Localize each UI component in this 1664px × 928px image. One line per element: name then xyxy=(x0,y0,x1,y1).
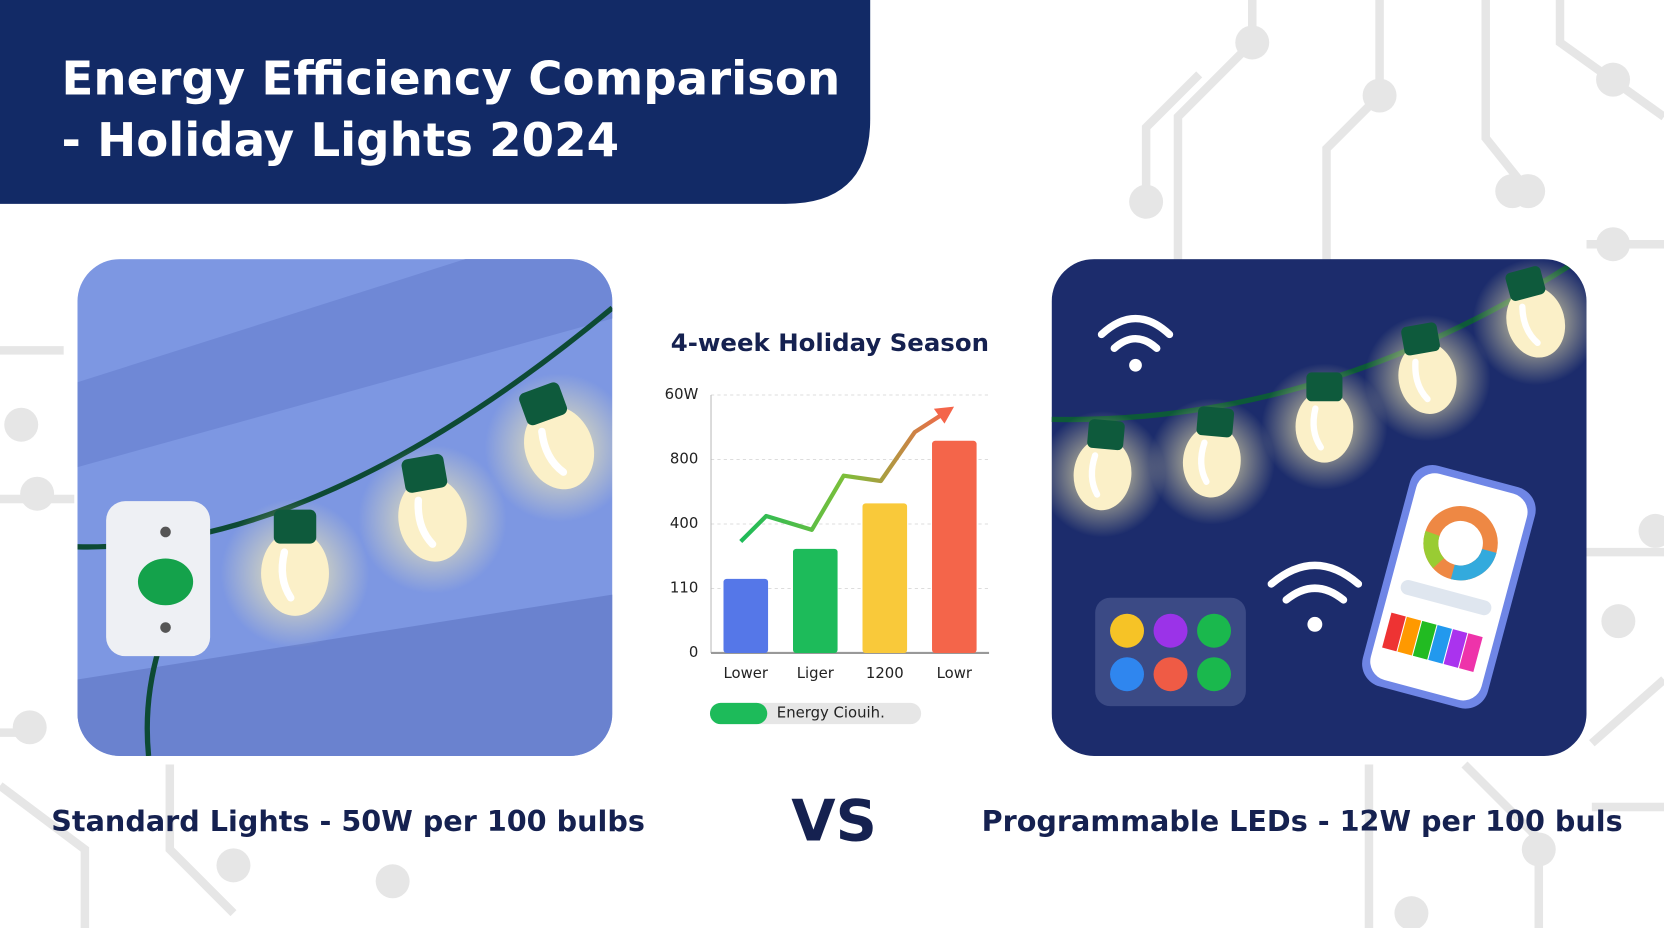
y-tick-label: 110 xyxy=(670,578,698,596)
bulb-shine xyxy=(538,427,568,476)
chart: 4-week Holiday Season 0 110 400 800 60W Lower… xyxy=(665,328,990,725)
circuit-trace xyxy=(0,782,90,928)
trend-arrowhead xyxy=(933,406,955,424)
x-tick-label: 1200 xyxy=(866,664,904,682)
left-panel xyxy=(77,259,613,756)
legend-swatch xyxy=(709,702,768,725)
header-band xyxy=(0,0,871,204)
circuit-node xyxy=(1596,227,1631,262)
trend-arrow xyxy=(739,409,949,544)
circuit-node xyxy=(4,407,39,442)
circuit-node xyxy=(375,864,410,899)
circuit-node xyxy=(1638,513,1664,548)
circuit-trace xyxy=(1589,676,1664,747)
bulb-socket xyxy=(1196,406,1235,438)
bulb-socket xyxy=(519,382,568,426)
bar xyxy=(932,440,977,653)
bulb-shine xyxy=(1310,405,1324,451)
bulb-glass xyxy=(1073,438,1132,511)
circuit-node xyxy=(1601,604,1636,639)
bulb xyxy=(1051,410,1166,538)
circuit-node xyxy=(1129,184,1164,219)
circuit-trace xyxy=(1322,0,1384,351)
bar xyxy=(723,578,769,653)
bulb-socket xyxy=(401,453,448,493)
legend-label: Energy Ciouih. xyxy=(777,704,885,722)
bulb-socket xyxy=(1087,419,1125,451)
circuit-trace xyxy=(1481,0,1532,194)
circuit-trace xyxy=(1555,0,1664,121)
circuit-node xyxy=(20,476,55,511)
bar xyxy=(793,548,838,653)
bulb xyxy=(220,499,370,648)
title-line: - Holiday Lights 2024 xyxy=(62,114,620,168)
circuit-trace xyxy=(1461,761,1544,928)
x-tick-label: Liger xyxy=(797,664,835,682)
x-tick-label: Lowr xyxy=(937,664,973,682)
bulb-shine xyxy=(1088,452,1101,498)
bulb-shine xyxy=(414,496,437,548)
bulb xyxy=(484,373,613,523)
bulb-glass xyxy=(261,530,329,616)
right-panel xyxy=(1051,259,1587,756)
circuit-node xyxy=(1596,62,1631,97)
bulb xyxy=(1364,314,1491,442)
circuit-node xyxy=(216,848,251,883)
circuit-node xyxy=(1394,896,1429,928)
bulb xyxy=(358,445,507,594)
bulb-socket xyxy=(1401,322,1440,356)
title-line: Energy Efficiency Comparison xyxy=(62,52,841,106)
y-tick-label: 400 xyxy=(670,514,698,532)
bulb-shine xyxy=(1412,358,1431,403)
circuit-node xyxy=(1495,174,1530,209)
circuit-trace xyxy=(1141,71,1203,202)
bulb-socket xyxy=(1306,372,1343,402)
x-tick-label: Lower xyxy=(724,664,769,682)
bulb-shine xyxy=(278,548,295,602)
circuit-node xyxy=(1235,25,1270,60)
circuit-trace xyxy=(1173,0,1257,319)
bulb xyxy=(1472,259,1587,386)
y-tick-label: 800 xyxy=(670,449,698,467)
circuit-trace xyxy=(165,764,237,917)
circuit-node xyxy=(1362,78,1397,113)
bulb xyxy=(1261,363,1388,490)
bulb-shine xyxy=(1198,439,1210,485)
bar xyxy=(862,503,908,653)
y-tick-label: 60W xyxy=(665,385,699,403)
left-caption: Standard Lights - 50W per 100 bulbs xyxy=(51,804,645,838)
bulb-glass xyxy=(524,406,595,490)
bulb-shine xyxy=(1519,303,1541,347)
bulb xyxy=(1148,398,1275,525)
bulb-socket xyxy=(1505,266,1546,301)
right-caption: Programmable LEDs - 12W per 100 buls xyxy=(982,804,1623,838)
bulb-socket xyxy=(273,509,317,544)
circuit-node xyxy=(12,710,47,745)
bulb-glass xyxy=(1295,390,1354,463)
vs-label: VS xyxy=(791,788,877,855)
chart-title: 4-week Holiday Season xyxy=(671,328,989,357)
bulb-glass xyxy=(1182,425,1241,498)
y-tick-label: 0 xyxy=(689,643,698,661)
